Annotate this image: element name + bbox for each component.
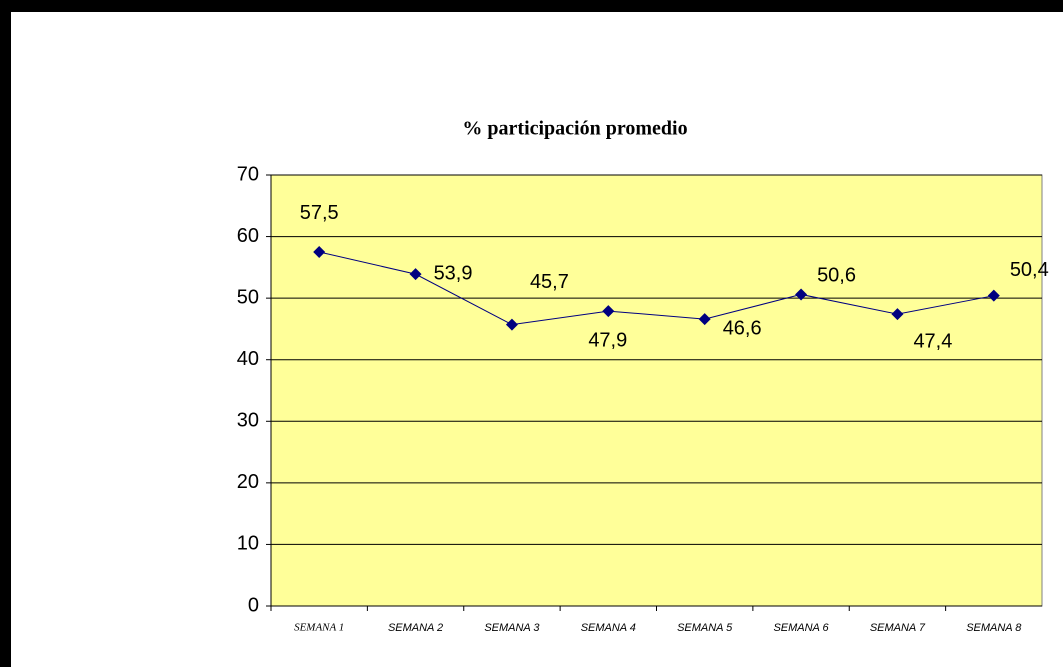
x-tick-label: SEMANA 3 [484, 622, 540, 634]
y-tick-label: 60 [237, 225, 259, 247]
y-tick-label: 50 [237, 286, 259, 308]
data-label: 50,4 [1010, 259, 1049, 281]
marker [409, 268, 422, 281]
marker [795, 288, 808, 301]
x-tick-label: SEMANA 1 [294, 622, 344, 634]
x-tick-label: SEMANA 8 [966, 622, 1022, 634]
marker [698, 313, 711, 326]
data-label: 47,4 [913, 330, 952, 352]
data-label: 45,7 [530, 271, 569, 293]
marker [313, 245, 326, 258]
marker [987, 289, 1000, 302]
data-label: 53,9 [434, 262, 473, 284]
y-tick-label: 30 [237, 410, 259, 432]
x-tick-label: SEMANA 6 [773, 622, 829, 634]
data-label: 47,9 [588, 329, 627, 351]
x-tick-label: SEMANA 7 [870, 622, 926, 634]
y-tick-label: 0 [248, 594, 259, 616]
data-label: 57,5 [300, 202, 339, 224]
marker [602, 305, 615, 318]
x-tick-label: SEMANA 2 [388, 622, 443, 634]
x-tick-label: SEMANA 5 [677, 622, 733, 634]
plot-area [270, 174, 1043, 607]
y-tick-label: 70 [237, 163, 259, 185]
y-tick-label: 20 [237, 471, 259, 493]
marker [505, 318, 518, 331]
y-tick-label: 10 [237, 533, 259, 555]
data-line [319, 251, 994, 326]
data-label: 46,6 [723, 317, 762, 339]
data-label: 50,6 [817, 265, 856, 287]
y-tick-label: 40 [237, 348, 259, 370]
marker [891, 308, 904, 321]
chart-title: % participación promedio [462, 118, 687, 140]
x-tick-label: SEMANA 4 [581, 622, 636, 634]
